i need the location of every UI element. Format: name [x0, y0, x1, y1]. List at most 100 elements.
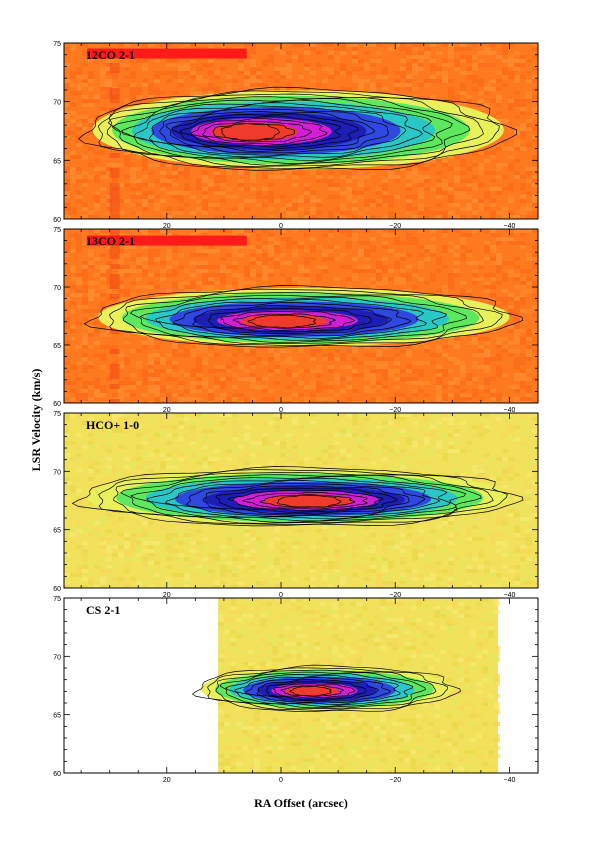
emission-level-7: [285, 685, 339, 697]
y-tick-label: 65: [53, 713, 61, 720]
ticks: [64, 412, 539, 589]
contour-11: [171, 113, 359, 150]
contour-12: [242, 491, 368, 510]
emission-level-7: [240, 314, 328, 329]
x-tick-label: 0: [279, 223, 283, 230]
emission-level-7: [210, 122, 298, 142]
x-tick-label: −40: [504, 223, 516, 230]
x-tick-label: 0: [279, 592, 283, 599]
panel-label: CS 2-1: [86, 603, 120, 617]
x-tick-label: 0: [279, 407, 283, 414]
contour-3: [215, 669, 437, 710]
x-tick-label: −20: [389, 223, 401, 230]
panel-frame: [63, 228, 539, 404]
contour-6: [155, 299, 428, 339]
contour-5: [139, 296, 448, 342]
contour-1: [83, 285, 524, 348]
panel-1: 20 0 −20 −40 60 65 70 75 12CO 2-1: [53, 41, 539, 230]
contour-7: [133, 102, 424, 158]
contour-3: [106, 93, 484, 167]
contour-8: [148, 105, 407, 156]
y-tick-label: 60: [53, 401, 61, 408]
contour-2: [108, 288, 503, 346]
panel-2-image: [64, 229, 538, 403]
y-tick-label: 75: [53, 596, 61, 603]
panel-label: 12CO 2-1: [86, 48, 135, 62]
contour-10: [220, 310, 356, 331]
contour-3: [113, 471, 494, 524]
panel-3: 20 0 −20 −40 60 65 70 75 HCO+ 1-0: [53, 411, 539, 599]
y-tick-label: 70: [53, 100, 61, 107]
panel-2: 20 0 −20 −40 60 65 70 75 13CO 2-1: [53, 227, 539, 414]
ticks: [64, 42, 539, 220]
x-tick-label: −20: [389, 407, 401, 414]
resolution-bar: [86, 48, 247, 59]
y-tick-label: 65: [53, 343, 61, 350]
y-tick-label: 60: [53, 217, 61, 224]
y-tick-label: 75: [53, 41, 61, 48]
contour-1: [78, 86, 518, 171]
contour-6: [146, 477, 451, 520]
contour-11: [227, 489, 384, 512]
contour-5: [225, 673, 414, 707]
contour-1: [191, 664, 461, 712]
contour-8: [192, 305, 392, 335]
resolution-bar: [86, 235, 247, 246]
ticks: [64, 597, 539, 774]
panel-label: HCO+ 1-0: [86, 418, 139, 432]
y-tick-label: 70: [53, 654, 61, 661]
x-tick-label: −40: [504, 592, 516, 599]
contour-4: [107, 96, 471, 166]
contour-8: [185, 482, 426, 516]
panel-frame: [63, 42, 539, 220]
x-tick-label: −40: [504, 777, 516, 784]
contour-10: [215, 487, 398, 513]
panel-4-image: [191, 598, 501, 773]
contour-12: [179, 115, 341, 148]
panel-4: 20 0 −20 −40 60 65 70 75 CS 2-1: [53, 596, 539, 784]
x-tick-label: 20: [163, 407, 171, 414]
y-tick-label: 65: [53, 528, 61, 535]
contour-lines: [78, 86, 518, 171]
y-tick-label: 70: [53, 285, 61, 292]
contour-13: [190, 117, 328, 145]
contour-5: [111, 97, 453, 164]
contour-7: [164, 480, 441, 517]
contour-13: [259, 494, 356, 508]
contour-1: [71, 466, 524, 527]
contour-14: [202, 120, 312, 143]
contour-4: [219, 671, 426, 709]
y-tick-label: 70: [53, 469, 61, 476]
contour-6: [234, 674, 401, 705]
contour-12: [288, 685, 332, 697]
contour-14: [276, 494, 342, 508]
contour-10: [165, 111, 376, 152]
contour-16: [220, 123, 280, 141]
emission-fill: [92, 90, 504, 170]
y-tick-label: 60: [53, 771, 61, 778]
contour-11: [232, 313, 336, 329]
y-tick-label: 65: [53, 158, 61, 165]
y-tick-label: 60: [53, 586, 61, 593]
x-tick-label: 20: [163, 592, 171, 599]
y-tick-label: 75: [53, 411, 61, 418]
x-tick-label: −20: [389, 592, 401, 599]
contour-4: [129, 294, 468, 344]
contour-7: [172, 302, 412, 337]
contour-9: [202, 485, 410, 514]
contour-8: [256, 679, 379, 702]
contour-7: [244, 676, 391, 703]
panel-label: 13CO 2-1: [86, 234, 135, 248]
x-tick-label: 0: [279, 777, 283, 784]
contour-12: [247, 314, 317, 329]
x-tick-label: 20: [163, 777, 171, 784]
contour-2: [207, 667, 449, 711]
y-tick-label: 75: [53, 227, 61, 234]
panel-1-image: [64, 43, 538, 219]
ticks: [64, 228, 539, 404]
contour-3: [123, 291, 484, 345]
contour-6: [121, 99, 436, 162]
contour-9: [265, 681, 367, 700]
contour-5: [130, 476, 467, 522]
